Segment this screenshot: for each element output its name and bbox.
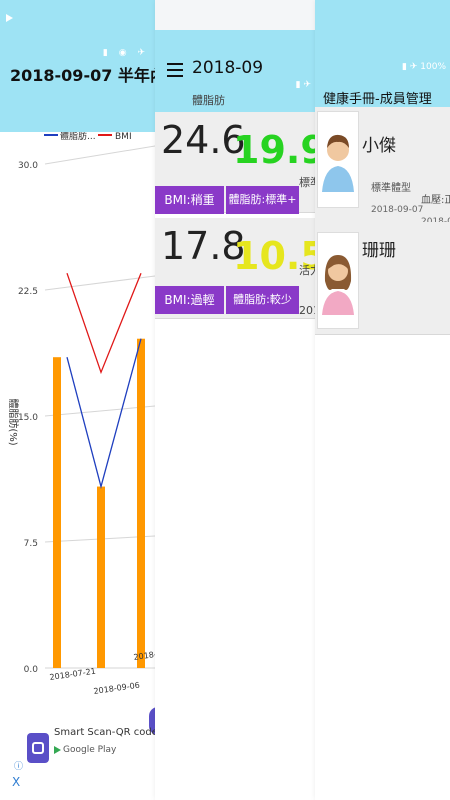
google-play-badge[interactable]: Google Play [54,745,116,755]
bar [53,357,61,668]
members-app-bar: ▮ ✈ 100% 健康手冊-成員管理 [315,0,450,107]
ad-close-icon[interactable]: X [12,775,21,789]
blood-pressure-label: 血壓:正常 [421,195,450,206]
side-date: 2018 [299,304,315,317]
body-fat-value: 19.9 [233,128,315,172]
member-name: 珊珊 [362,241,396,261]
female-avatar-icon [317,232,359,329]
legend-label-body-fat: 體脂肪... [60,132,96,142]
status-icons: ▮ ◉ ✈ [102,48,149,58]
body-type-label: 標準體型 [371,183,411,194]
bmi-tag: BMI:過輕 [155,286,224,314]
menu-icon[interactable] [167,63,183,81]
x-tick-label: 2018-09-06 [93,681,140,696]
y-tick-label: 30.0 [18,161,38,171]
chart-screen: ▮ ◉ ✈ 2018-09-07 半年內變化圖表 體脂肪... BMI 30.0 22… [0,0,155,800]
chart-app-bar: ▮ ◉ ✈ 2018-09-07 半年內變化圖表 [0,0,155,132]
x-tick-label: 2018-07-21 [49,667,96,682]
y-tick-label: 22.5 [18,287,38,297]
notification-icon [6,14,13,22]
bar [137,338,145,668]
list-app-bar: 2018-09 體脂肪 ▮ ✈ [155,30,315,112]
y-tick-label: 0.0 [24,665,39,675]
grid-line [44,275,155,291]
member-name: 小傑 [362,136,396,156]
page-title: 2018-09-07 半年內變化圖表 [10,66,155,85]
record-card[interactable]: 17.8 10.5 活力 2018 BMI:過輕 體脂肪:較少 [155,218,315,319]
trend-chart: 體脂肪... BMI 30.0 22.5 15.0 7.5 0.0 體脂肪(%) 2018-07… [7,132,155,696]
y-tick-label: 7.5 [24,539,38,549]
status-bar [155,0,315,30]
bar [97,486,105,668]
member-management-screen: ▮ ✈ 100% 健康手冊-成員管理 小傑 標準體型 2018-09-07 血壓… [315,0,450,800]
series-line-bmi [66,272,142,375]
member-item[interactable]: 珊珊 [315,222,450,335]
body-type-date: 2018-09-07 [371,205,424,215]
grid-line [44,405,155,417]
app-icon[interactable] [27,733,49,763]
battery-level: 100% [420,62,446,72]
google-play-label: Google Play [63,745,117,755]
bmi-value: 17.8 [161,224,246,268]
grid-line [44,145,155,165]
ad-banner[interactable]: Smart Scan-QR code & Bar ... Google Play… [0,707,202,800]
page-title: 健康手冊-成員管理 [323,92,432,107]
bmi-tag: BMI:稍重 [155,186,224,214]
x-tick-label: 2018-09 [133,648,155,662]
status-icons: ▮ ✈ [295,80,311,90]
y-tick-label: 15.0 [18,413,38,423]
bmi-value: 24.6 [161,118,246,162]
list-subtitle: 體脂肪 [192,94,225,107]
side-label: 標準 [299,176,315,189]
series-line-body-fat [66,338,142,490]
side-label: 活力 [299,264,315,277]
ad-info-icon[interactable]: ⓘ [14,762,24,772]
y-axis-label: 體脂肪(%) [7,398,20,445]
month-title[interactable]: 2018-09 [192,58,264,78]
record-list-screen: 2018-09 體脂肪 ▮ ✈ 24.6 19.9 標準 2018 BMI:稍重… [155,0,315,800]
body-fat-tag: 體脂肪:標準+ [226,186,299,214]
body-fat-tag: 體脂肪:較少 [226,286,299,314]
member-item[interactable]: 小傑 標準體型 2018-09-07 血壓:正常 2018-09-07 [315,107,450,227]
male-avatar-icon [317,111,359,208]
ad-title[interactable]: Smart Scan-QR code & Bar ... [54,727,202,738]
google-play-icon [54,745,61,754]
record-card[interactable]: 24.6 19.9 標準 2018 BMI:稍重 體脂肪:標準+ [155,112,315,229]
legend-label-bmi: BMI [115,132,132,142]
body-fat-value: 10.5 [233,234,315,278]
status-icons: ▮ ✈ 100% [402,62,446,72]
